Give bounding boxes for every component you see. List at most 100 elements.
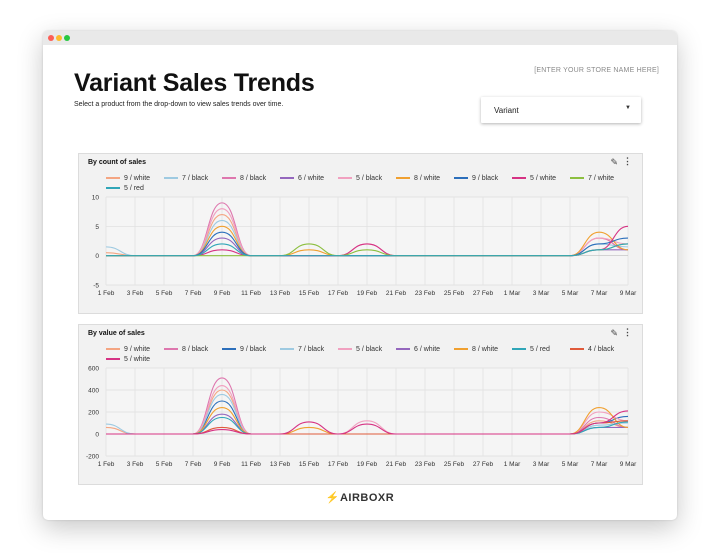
value-chart-legend-item[interactable]: 9 / black (222, 346, 266, 353)
count-chart-card: By count of sales ✎ ⋮ 9 / white 7 / black… (78, 153, 643, 314)
value-chart-legend-item[interactable]: 4 / black (570, 346, 614, 353)
value-chart-y-tick-label: 200 (88, 410, 99, 417)
value-chart-legend-item[interactable]: 9 / white (106, 346, 150, 353)
legend-label: 6 / white (298, 175, 325, 182)
value-chart-x-tick-label: 3 Mar (533, 461, 550, 468)
count-chart-legend-item[interactable]: 5 / black (338, 175, 382, 182)
count-chart-x-tick-label: 5 Mar (562, 290, 579, 297)
legend-label: 9 / white (124, 175, 151, 182)
value-chart-x-tick-label: 9 Mar (620, 461, 637, 468)
count-chart-x-tick-label: 5 Feb (156, 290, 173, 297)
count-chart-legend-item[interactable]: 5 / white (512, 175, 556, 182)
value-chart-legend-item[interactable]: 7 / black (280, 346, 324, 353)
value-chart-legend-item[interactable]: 5 / black (338, 346, 382, 353)
value-chart-title: By value of sales (88, 330, 145, 337)
value-chart-x-tick-label: 13 Feb (270, 461, 291, 468)
legend-swatch (106, 348, 120, 351)
count-chart-x-tick-label: 3 Mar (533, 290, 550, 297)
count-chart-x-tick-label: 7 Mar (591, 290, 608, 297)
value-chart-legend-item[interactable]: 8 / black (164, 346, 208, 353)
legend-swatch (338, 348, 352, 351)
legend-label: 5 / white (530, 175, 557, 182)
close-window-button[interactable] (48, 35, 54, 41)
variant-dropdown[interactable]: Variant ▼ (481, 97, 641, 123)
legend-label: 6 / white (414, 346, 441, 353)
legend-label: 8 / white (472, 346, 499, 353)
count-chart-x-tick-label: 9 Mar (620, 290, 637, 297)
legend-label: 8 / black (240, 175, 267, 182)
count-chart-x-tick-label: 3 Feb (127, 290, 144, 297)
value-chart-x-tick-label: 17 Feb (328, 461, 349, 468)
count-chart-legend-item[interactable]: 8 / black (222, 175, 266, 182)
value-chart-x-tick-label: 1 Mar (504, 461, 521, 468)
legend-label: 5 / white (124, 356, 151, 363)
count-chart-x-tick-label: 11 Feb (241, 290, 261, 297)
legend-swatch (512, 348, 526, 351)
count-chart-x-tick-label: 21 Feb (386, 290, 407, 297)
count-chart-y-tick-label: -5 (93, 283, 99, 290)
value-chart-legend-item[interactable]: 5 / red (512, 346, 550, 353)
value-chart-legend-item[interactable]: 5 / white (106, 356, 150, 363)
legend-swatch (338, 177, 352, 180)
store-name: [ENTER YOUR STORE NAME HERE] (534, 67, 659, 74)
value-chart-legend-item[interactable]: 6 / white (396, 346, 440, 353)
more-vert-icon[interactable]: ⋮ (623, 156, 632, 166)
legend-swatch (454, 348, 468, 351)
legend-swatch (222, 348, 236, 351)
count-chart-legend-item[interactable]: 7 / white (570, 175, 614, 182)
minimize-window-button[interactable] (56, 35, 62, 41)
value-chart-x-tick-label: 23 Feb (415, 461, 436, 468)
value-chart-x-tick-label: 1 Feb (98, 461, 115, 468)
count-chart-x-tick-label: 9 Feb (214, 290, 231, 297)
count-chart-y-tick-label: 5 (95, 224, 99, 231)
count-chart-legend-item[interactable]: 9 / white (106, 175, 150, 182)
count-chart-x-tick-label: 17 Feb (328, 290, 349, 297)
value-chart-x-tick-label: 9 Feb (214, 461, 231, 468)
legend-label: 5 / black (356, 175, 383, 182)
browser-window: [ENTER YOUR STORE NAME HERE] Variant Sal… (43, 31, 677, 520)
count-chart-legend-item[interactable]: 8 / white (396, 175, 440, 182)
legend-swatch (106, 358, 120, 361)
count-chart-x-tick-label: 7 Feb (185, 290, 202, 297)
brand-name: AIRBOXR (339, 492, 395, 504)
legend-swatch (164, 348, 178, 351)
caret-down-icon: ▼ (625, 105, 631, 111)
count-chart-legend-item[interactable]: 9 / black (454, 175, 498, 182)
legend-swatch (164, 177, 178, 180)
legend-swatch (280, 348, 294, 351)
value-chart-x-tick-label: 25 Feb (444, 461, 465, 468)
legend-label: 7 / white (588, 175, 615, 182)
count-chart-x-tick-label: 1 Mar (504, 290, 521, 297)
value-chart-x-tick-label: 27 Feb (473, 461, 494, 468)
legend-swatch (106, 177, 120, 180)
pencil-icon[interactable]: ✎ (610, 328, 618, 338)
count-chart-legend-item[interactable]: 7 / black (164, 175, 208, 182)
count-chart-legend-item[interactable]: 5 / red (106, 185, 144, 192)
value-chart-legend-item[interactable]: 8 / white (454, 346, 498, 353)
legend-label: 8 / black (182, 346, 209, 353)
legend-swatch (396, 348, 410, 351)
count-chart-y-tick-label: 0 (95, 253, 99, 260)
value-chart-y-tick-label: -200 (86, 454, 99, 461)
count-chart-title: By count of sales (88, 159, 146, 166)
count-chart-x-tick-label: 27 Feb (473, 290, 494, 297)
count-chart-legend-item[interactable]: 6 / white (280, 175, 324, 182)
value-chart-y-tick-label: 400 (88, 388, 99, 395)
legend-label: 7 / black (182, 175, 209, 182)
maximize-window-button[interactable] (64, 35, 70, 41)
count-chart-y-tick-label: 10 (92, 195, 100, 202)
count-chart-x-tick-label: 1 Feb (98, 290, 115, 297)
count-chart-x-tick-label: 19 Feb (357, 290, 378, 297)
bolt-icon: ⚡ (325, 492, 340, 504)
value-chart-x-tick-label: 7 Feb (185, 461, 202, 468)
value-chart-x-tick-label: 19 Feb (357, 461, 378, 468)
pencil-icon[interactable]: ✎ (610, 157, 618, 167)
legend-swatch (512, 177, 526, 180)
legend-label: 5 / red (530, 346, 550, 353)
count-chart-x-tick-label: 25 Feb (444, 290, 465, 297)
value-chart-x-tick-label: 7 Mar (591, 461, 608, 468)
more-vert-icon[interactable]: ⋮ (623, 327, 632, 337)
legend-swatch (106, 187, 120, 190)
legend-label: 9 / black (472, 175, 499, 182)
